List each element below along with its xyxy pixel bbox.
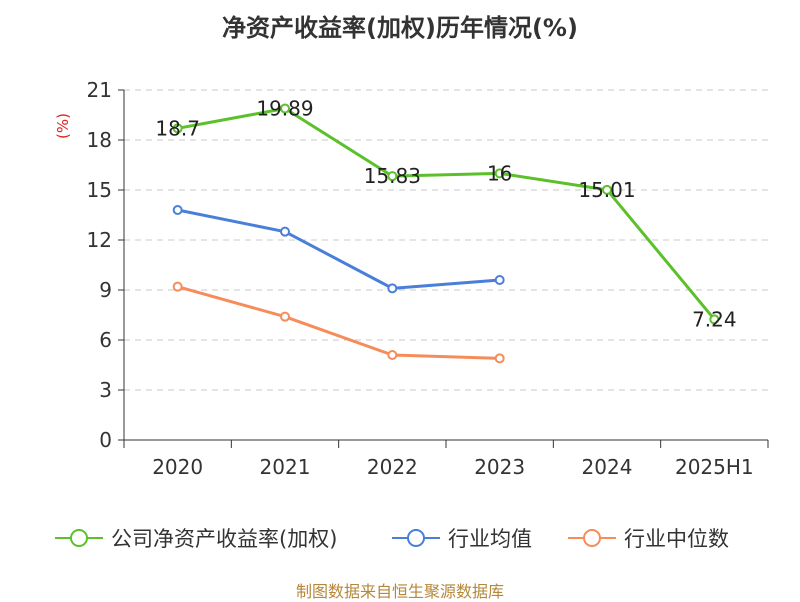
data-point[interactable]: [387, 283, 398, 294]
legend-label-industry-median: 行业中位数: [624, 527, 729, 551]
x-tick-label: 2021: [260, 455, 311, 479]
data-point[interactable]: [387, 171, 398, 182]
y-tick-label: 9: [99, 278, 112, 302]
data-point[interactable]: [602, 184, 612, 195]
data-label: 7.24: [692, 307, 737, 331]
grid-lines: [124, 89, 768, 391]
chart-title: 净资产收益率(加权)历年情况(%): [222, 14, 578, 42]
legend-item-industry-mean[interactable]: 行业均值: [392, 520, 532, 556]
data-label: 18.7: [155, 116, 200, 140]
legend-line-blue-icon: [392, 529, 440, 547]
x-tick-label: 2024: [582, 455, 633, 479]
data-point[interactable]: [172, 123, 183, 134]
y-tick-label: 15: [87, 178, 112, 202]
y-tick-label: 12: [87, 228, 112, 252]
data-label: 19.89: [256, 97, 313, 121]
y-tick-label: 0: [99, 428, 112, 452]
legend-item-company[interactable]: 公司净资产收益率(加权): [55, 520, 337, 556]
legend-label-company: 公司净资产收益率(加权): [111, 527, 338, 551]
data-point[interactable]: [172, 205, 183, 215]
source-footer: 制图数据来自恒生聚源数据库: [295, 582, 504, 601]
axes: 0 3 6 9 12 15 18 21 2020 2021 2022 2023 2024 2025H1: [87, 78, 769, 479]
data-point[interactable]: [387, 350, 398, 360]
data-point[interactable]: [280, 103, 290, 114]
data-point[interactable]: [494, 168, 505, 179]
data-label: 16: [487, 161, 512, 185]
legend-line-orange-icon: [568, 529, 616, 547]
legend-item-industry-median[interactable]: 行业中位数: [568, 520, 729, 556]
data-point[interactable]: [494, 275, 505, 285]
data-point[interactable]: [280, 226, 290, 237]
x-tick-label: 2023: [474, 455, 525, 479]
data-label: 15.83: [364, 164, 421, 188]
series-line: [177, 107, 716, 321]
series-line: [177, 208, 500, 290]
x-tick-label: 2025H1: [675, 455, 754, 479]
y-tick-label: 21: [87, 78, 112, 102]
x-tick-label: 2022: [367, 455, 418, 479]
y-tick-label: 3: [99, 378, 112, 402]
legend: 公司净资产收益率(加权) 行业均值 行业中位数: [0, 520, 800, 556]
y-axis-label: (%): [54, 113, 72, 139]
x-tick-label: 2020: [152, 455, 203, 479]
data-point[interactable]: [172, 281, 183, 292]
data-point[interactable]: [494, 353, 505, 364]
legend-label-industry-mean: 行业均值: [448, 527, 532, 551]
data-point[interactable]: [709, 314, 720, 325]
legend-line-green-icon: [55, 529, 103, 547]
y-tick-label: 6: [99, 328, 112, 352]
series-lines: [172, 103, 720, 364]
data-point[interactable]: [280, 311, 290, 322]
series-line: [177, 285, 500, 360]
y-tick-label: 18: [87, 128, 112, 152]
data-labels: 18.7 19.89 15.83 16 15.01 7.24: [155, 97, 736, 332]
data-label: 15.01: [578, 178, 635, 202]
